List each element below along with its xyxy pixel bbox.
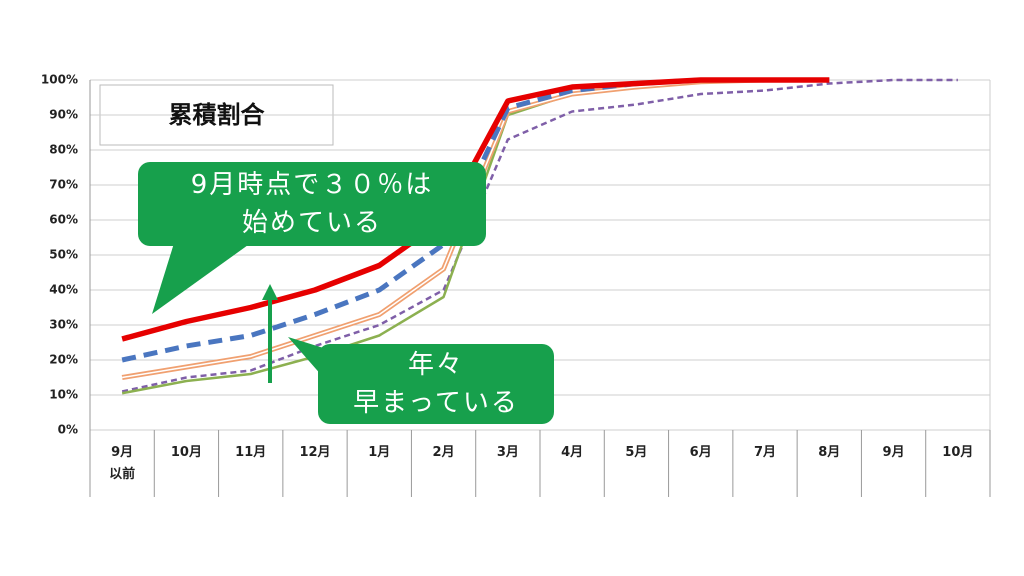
x-tick-label: 2月 xyxy=(432,445,455,460)
callout-tail xyxy=(288,337,330,385)
x-tick-label: 3月 xyxy=(496,445,519,460)
line-series xyxy=(121,78,958,393)
y-tick-label: 90% xyxy=(49,108,78,122)
x-tick-label: 7月 xyxy=(753,445,777,460)
y-tick-label: 100% xyxy=(41,73,78,87)
y-tick-label: 20% xyxy=(49,353,78,367)
x-tick-label: 1月 xyxy=(368,445,391,460)
y-tick-label: 10% xyxy=(49,388,78,402)
line-series xyxy=(121,77,830,342)
x-tick-label: 10月 xyxy=(170,445,202,460)
x-tick-label: 9月 以前 xyxy=(109,445,136,482)
x-tick-label: 12月 xyxy=(299,445,331,460)
chart-title: 累積割合 xyxy=(168,101,265,129)
x-tick-label: 11月 xyxy=(235,445,267,460)
callout xyxy=(318,344,554,424)
y-tick-label: 40% xyxy=(49,283,78,297)
x-tick-label: 10月 xyxy=(942,445,974,460)
y-tick-label: 80% xyxy=(49,143,78,157)
annotation: 9月時点で３０％は 始めている xyxy=(190,170,434,238)
callout xyxy=(138,162,486,246)
arrow-head xyxy=(262,284,278,300)
x-tick-label: 4月 xyxy=(561,445,584,460)
y-tick-label: 60% xyxy=(49,213,78,227)
x-tick-label: 6月 xyxy=(689,445,712,460)
y-tick-label: 0% xyxy=(58,423,78,437)
annotation: 年々 早まっている xyxy=(353,350,519,418)
x-tick-label: 8月 xyxy=(818,445,841,460)
x-tick-label: 5月 xyxy=(625,445,648,460)
x-tick-label: 9月 xyxy=(882,445,905,460)
callout-tail xyxy=(152,240,255,314)
y-tick-label: 70% xyxy=(49,178,78,192)
y-tick-label: 30% xyxy=(49,318,78,332)
y-tick-label: 50% xyxy=(49,248,78,262)
